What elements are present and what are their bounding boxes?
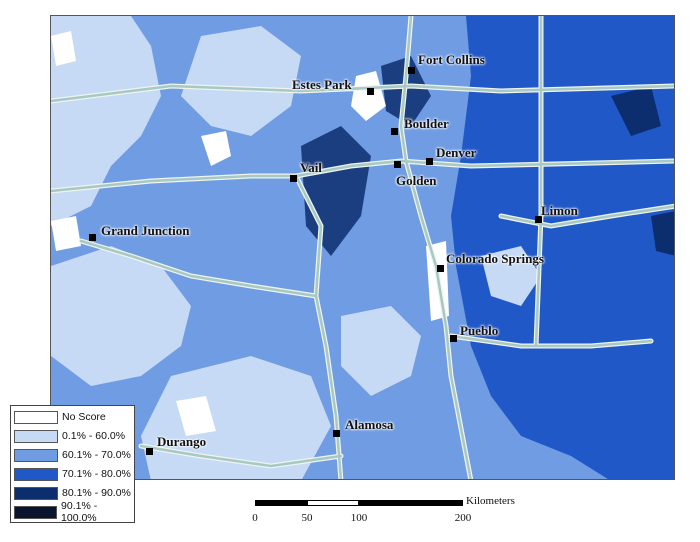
legend-label: 90.1% - 100.0%	[61, 500, 98, 524]
city-label-pueblo: Pueblo	[460, 323, 499, 338]
legend-label: 80.1% - 90.0%	[62, 487, 131, 499]
city-label-golden: Golden	[396, 173, 437, 188]
legend-swatch	[14, 467, 58, 481]
legend-label: 60.1% - 70.0%	[62, 449, 131, 461]
legend-item: 0.1% - 60.0%	[14, 426, 125, 446]
legend-swatch	[14, 448, 58, 462]
city-label-alamosa: Alamosa	[345, 417, 394, 432]
legend-swatch	[14, 486, 58, 500]
city-label-vail: Vail	[300, 160, 322, 175]
city-marker-denver	[426, 158, 433, 165]
city-label-limon: Limon	[541, 203, 578, 218]
city-label-grand-junction: Grand Junction	[101, 223, 190, 238]
scale-segment	[307, 500, 359, 506]
score-region-0-60-west	[51, 246, 191, 386]
no-score-sw	[176, 396, 216, 436]
score-region-0-60-nw	[51, 16, 161, 226]
score-region-70-80-east	[451, 16, 674, 479]
city-marker-pueblo	[450, 335, 457, 342]
no-score-rmnp	[351, 71, 386, 121]
city-marker-durango	[146, 448, 153, 455]
legend-label: 0.1% - 60.0%	[62, 430, 126, 442]
legend-swatch	[14, 410, 58, 424]
legend-item: 70.1% - 80.0%	[14, 464, 131, 484]
score-region-80-90-ne	[611, 86, 661, 136]
score-region-0-60-san-luis	[341, 306, 421, 396]
city-marker-limon	[535, 216, 542, 223]
city-marker-boulder	[391, 128, 398, 135]
no-score-patch-1	[201, 131, 231, 166]
legend-swatch	[14, 429, 58, 443]
scale-segment	[359, 500, 463, 506]
city-label-estes-park: Estes Park	[292, 77, 352, 92]
no-score-nw	[51, 31, 76, 66]
city-label-denver: Denver	[436, 145, 477, 160]
city-marker-colorado-springs	[437, 265, 444, 272]
city-label-colorado-springs: Colorado Springs	[446, 251, 544, 266]
score-region-0-60-springs	[481, 246, 541, 306]
scale-tick: 0	[252, 512, 258, 524]
legend-swatch	[14, 505, 58, 519]
city-label-durango: Durango	[157, 434, 207, 449]
legend: No Score 0.1% - 60.0% 60.1% - 70.0% 70.1…	[10, 405, 135, 524]
legend-item: 90.1% - 100.0%	[14, 500, 134, 524]
city-marker-estes-park	[367, 88, 374, 95]
no-score-gj	[51, 216, 81, 251]
scale-tick: 200	[454, 512, 472, 524]
map-canvas	[51, 16, 674, 479]
legend-label: No Score	[62, 411, 106, 423]
colorado-score-map: Fort Collins Estes Park Boulder Denver G…	[50, 15, 675, 480]
city-label-boulder: Boulder	[404, 116, 449, 131]
legend-item: No Score	[14, 407, 106, 427]
city-marker-grand-junction	[89, 234, 96, 241]
city-marker-fort-collins	[408, 67, 415, 74]
scale-tick: 50	[301, 512, 313, 524]
score-region-80-90-east	[651, 211, 674, 256]
scale-segment	[255, 500, 307, 506]
score-region-0-60-sw	[141, 356, 331, 479]
scale-unit: Kilometers	[466, 495, 515, 507]
city-marker-vail	[290, 175, 297, 182]
city-marker-alamosa	[333, 430, 340, 437]
highway-network	[51, 16, 674, 479]
city-marker-golden	[394, 161, 401, 168]
city-label-fort-collins: Fort Collins	[418, 52, 485, 67]
legend-item: 60.1% - 70.0%	[14, 445, 131, 465]
legend-item: 80.1% - 90.0%	[14, 483, 131, 503]
scale-tick: 100	[350, 512, 368, 524]
score-region-0-60-north	[181, 26, 301, 136]
legend-label: 70.1% - 80.0%	[62, 468, 131, 480]
scale-bar: Kilometers 0 50 100 200	[252, 495, 515, 532]
